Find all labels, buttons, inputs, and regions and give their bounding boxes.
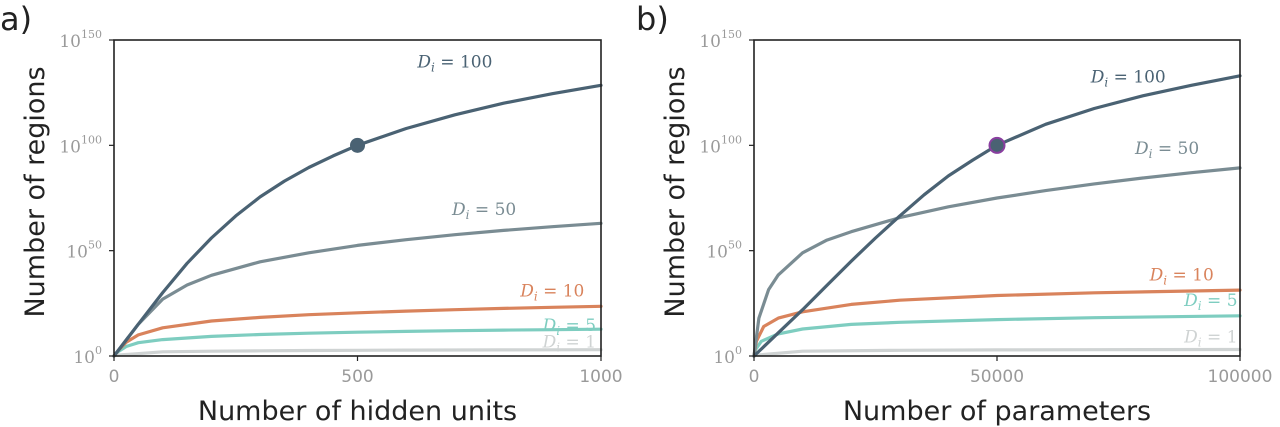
y-tick-label: 1050 [706,239,742,263]
panel-label: b) [636,0,669,38]
series-label: Di = 10 [519,281,584,303]
panel-b: b) Di = 1 Di = 5 Di = 10 Di = 50 Di = 100 0 500… [636,0,1272,427]
series-line-d-i-100 [112,83,603,358]
series-line-d-i-10 [752,288,1242,358]
series-label: Di = 5 [1183,291,1237,313]
y-tick-label: 100 [713,344,742,368]
panel-label: a) [0,0,32,38]
y-tick-label: 10150 [699,28,742,52]
series-label: Di = 5 [542,316,596,338]
y-tick-label: 100 [73,344,102,368]
series-label: Di = 10 [1149,265,1214,287]
y-axis-title: Number of regions [660,66,691,317]
series-line-d-i-1 [112,348,603,358]
y-tick-label: 10100 [59,133,102,157]
series-line-d-i-50 [112,221,603,358]
y-axis-title: Number of regions [20,66,51,317]
series-line-d-i-100 [752,74,1242,358]
x-axis-title: Number of parameters [843,396,1151,427]
series-label: Di = 100 [1090,67,1166,89]
series-label: Di = 1 [1183,328,1237,350]
x-tick-label: 0 [749,367,760,387]
y-tick-label: 1050 [66,239,102,263]
series-line-d-i-5 [752,314,1242,358]
x-tick-label: 0 [109,367,120,387]
x-tick-label: 100000 [1208,367,1273,387]
highlight-point [350,137,365,153]
x-tick-label: 500 [341,367,373,387]
series-line-d-i-10 [112,304,603,358]
series-line-d-i-1 [752,347,1242,358]
highlight-point [988,136,1006,154]
series-label: Di = 1 [542,332,596,354]
panel-a: a) Di = 1Di = 5 Di = 10 Di = 50 Di = 100 0 500… [0,0,623,427]
y-tick-label: 10150 [59,28,102,52]
y-tick-label: 10100 [699,133,742,157]
series-label: Di = 50 [1134,139,1199,161]
series-label: Di = 50 [451,200,516,222]
x-tick-label: 1000 [579,367,622,387]
series-label: Di = 100 [416,53,492,75]
x-tick-label: 50000 [970,367,1024,387]
series-line-d-i-5 [112,327,603,358]
x-axis-title: Number of hidden units [198,396,517,427]
